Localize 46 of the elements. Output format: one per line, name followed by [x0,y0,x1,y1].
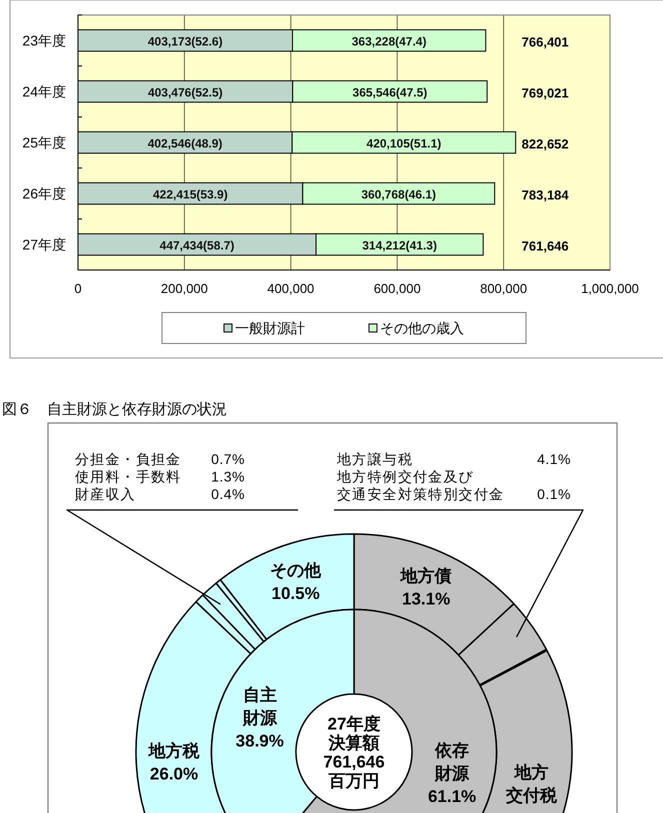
text: 財産収入 0.4% [75,486,245,502]
y-tick-label: 23年度 [22,32,66,48]
total-label: 783,184 [522,187,570,202]
data-label: 38.9% [236,731,284,750]
text: 27年度決算額761,646百万円 [323,714,385,790]
slice-label: 依存財源 [434,740,470,782]
x-tick-label: 600,000 [374,280,421,296]
text: 地方譲与税 4.1% [337,451,571,467]
x-tick-label: 1,000,000 [581,280,639,296]
data-label: 447,434(58.7) [160,238,234,252]
legend-label: 一般財源計 [235,320,305,336]
slice-label: 自主財源 [242,685,278,728]
total-label: 766,401 [522,34,569,49]
data-label: 403,476(52.5) [148,86,223,100]
x-tick-label: 800,000 [480,280,528,296]
x-tick-label: 0 [74,280,82,296]
data-label: 10.5% [272,583,320,602]
chart-title: 図６ 自主財源と依存財源の状況 [2,400,227,418]
slice-label: その他 [270,560,322,580]
legend-label: その他の歳入 [380,320,464,336]
slice-label: 地方交付税 [504,762,558,805]
total-label: 761,646 [522,238,569,253]
y-tick-label: 24年度 [22,84,66,100]
data-label: 26.0% [150,764,198,784]
total-label: 822,652 [522,136,569,151]
data-label: 314,212(41.3) [362,238,437,252]
total-label: 769,021 [522,85,569,100]
x-tick-label: 400,000 [267,280,314,296]
slice-label: 地方債 [400,566,452,585]
text: 分担金・負担金 0.7% [75,451,245,467]
data-label: 422,415(53.9) [152,188,228,202]
data-label: 365,546(47.5) [352,86,428,100]
data-label: 61.1% [428,786,476,806]
data-label: 360,768(46.1) [361,188,436,202]
y-tick-label: 27年度 [22,236,66,252]
text: 地方特例交付金及び交通安全対策特別交付金 0.1% [337,468,571,502]
data-label: 420,105(51.1) [366,136,442,150]
data-label: 402,546(48.9) [148,136,222,150]
y-tick-label: 26年度 [22,186,66,202]
y-tick-label: 25年度 [22,134,66,150]
data-label: 363,228(47.4) [352,34,426,48]
slice-label: 地方税 [148,741,201,760]
x-tick-label: 200,000 [160,280,208,296]
text: 使用料・手数料 1.3% [75,468,245,484]
data-label: 13.1% [402,588,450,608]
data-label: 403,173(52.6) [148,34,223,48]
